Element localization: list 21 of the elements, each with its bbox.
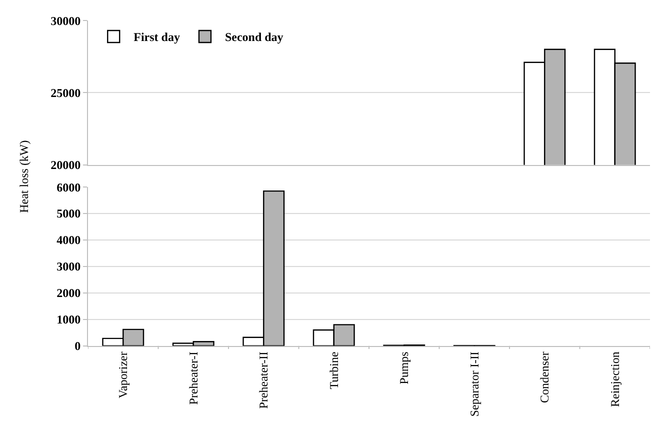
x-tick-label: Turbine (326, 352, 341, 390)
y-tick-label: 4000 (56, 233, 81, 248)
legend-label: First day (134, 30, 180, 44)
y-tick-label: 0 (74, 339, 81, 354)
y-tick-label: 6000 (56, 180, 81, 194)
x-tick-label: Condenser (538, 352, 552, 403)
legend-label: Second day (224, 30, 284, 44)
y-tick-label: 2000 (56, 286, 81, 300)
y-tick-label: 20000 (50, 158, 81, 172)
y-tick-label: 3000 (56, 260, 81, 274)
x-tick-label: Vaporizer (116, 352, 130, 398)
x-tick-label: Pumps (397, 351, 412, 384)
y-tick-label: 25000 (50, 86, 81, 100)
x-tick-label: Preheater-I (186, 352, 200, 405)
x-tick-label: Preheater-II (256, 352, 271, 409)
y-axis-title: Heat loss (kW) (16, 140, 31, 213)
y-tick-label: 5000 (56, 206, 81, 221)
y-tick-label: 30000 (50, 14, 81, 28)
x-tick-label: Separator I-II (467, 352, 482, 417)
y-tick-label: 1000 (56, 312, 81, 327)
x-tick-label: Reinjection (608, 352, 622, 407)
